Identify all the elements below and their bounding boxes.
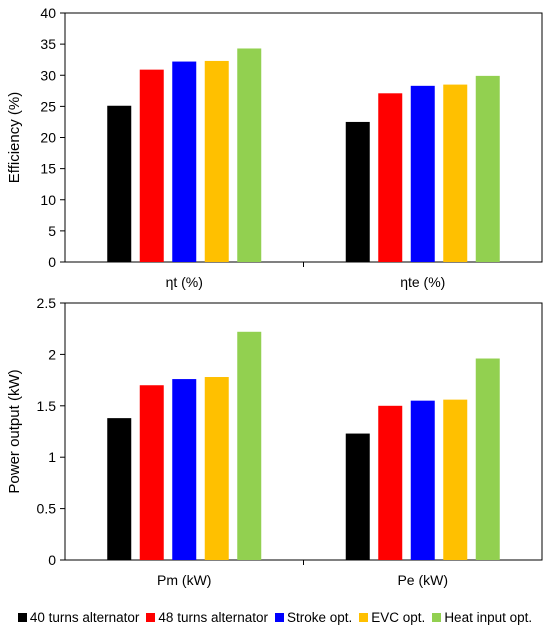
legend-item-0: 40 turns alternator — [17, 609, 140, 625]
chart-panel-1: 0 0.5 1 1.5 2 2.5 Power output (kW) Pm (kW) Pe (… — [6, 295, 543, 588]
y-tick-label: 10 — [40, 192, 56, 208]
legend-swatch-3 — [359, 612, 369, 622]
y-tick-label: 40 — [40, 5, 56, 21]
legend-label-4: Heat input opt. — [444, 609, 533, 625]
bar — [443, 84, 468, 263]
bar — [475, 75, 500, 262]
bar — [237, 48, 262, 262]
bar — [410, 85, 435, 263]
x-category-label: ηt (%) — [166, 274, 203, 290]
bar — [107, 418, 132, 560]
bar — [378, 405, 403, 560]
y-tick-label: 1.5 — [37, 398, 57, 414]
y-tick-label: 0 — [48, 254, 56, 270]
legend-item-2: Stroke opt. — [274, 609, 353, 625]
bar — [410, 400, 435, 560]
bar — [204, 60, 229, 263]
y-tick-label: 2.5 — [37, 295, 57, 311]
y-axis-label: Power output (kW) — [6, 369, 23, 493]
legend-item-1: 48 turns alternator — [146, 610, 268, 625]
y-tick-label: 20 — [40, 130, 56, 146]
legend-item-4: Heat input opt. — [432, 610, 532, 625]
plot-frame — [64, 302, 543, 561]
bar — [345, 433, 370, 560]
y-tick-label: 1 — [48, 449, 56, 465]
legend-label-0: 40 turns alternator — [29, 609, 140, 625]
chart-legend: 40 turns alternator 48 turns alternator … — [0, 604, 550, 630]
y-tick-label: 30 — [40, 67, 56, 83]
bar — [172, 61, 197, 263]
y-tick-label: 0.5 — [37, 501, 57, 517]
legend-swatch-2 — [274, 612, 284, 622]
y-tick-label: 2 — [48, 346, 56, 362]
x-category-label: Pe (kW) — [397, 572, 448, 588]
bar — [345, 121, 370, 262]
legend-label-3: EVC opt. — [371, 609, 426, 625]
legend-label-1: 48 turns alternator — [158, 609, 268, 625]
chart-panel-0: 0 5 10 15 20 25 30 35 40 Efficiency (%) ηt (%) ηte … — [6, 5, 543, 290]
y-tick-label: 0 — [48, 552, 56, 568]
y-tick-label: 15 — [40, 161, 56, 177]
y-tick-label: 35 — [40, 36, 56, 52]
legend-label-2: Stroke opt. — [286, 609, 353, 625]
bar — [443, 399, 468, 560]
bar — [204, 377, 229, 560]
bar — [237, 331, 262, 560]
bar — [378, 93, 403, 263]
y-axis-label: Efficiency (%) — [6, 92, 23, 183]
legend-item-3: EVC opt. — [359, 610, 425, 625]
legend-swatch-0 — [17, 612, 27, 622]
y-tick-label: 5 — [48, 223, 56, 239]
bar — [475, 358, 500, 560]
bar — [172, 379, 197, 560]
legend-swatch-1 — [146, 612, 156, 622]
plot-frame — [64, 12, 543, 263]
bar — [107, 105, 132, 262]
bar — [139, 385, 164, 560]
legend-swatch-4 — [432, 612, 442, 622]
x-category-label: Pm (kW) — [157, 572, 211, 588]
bar — [139, 69, 164, 263]
y-tick-label: 25 — [40, 98, 56, 114]
x-category-label: ηte (%) — [400, 274, 445, 290]
